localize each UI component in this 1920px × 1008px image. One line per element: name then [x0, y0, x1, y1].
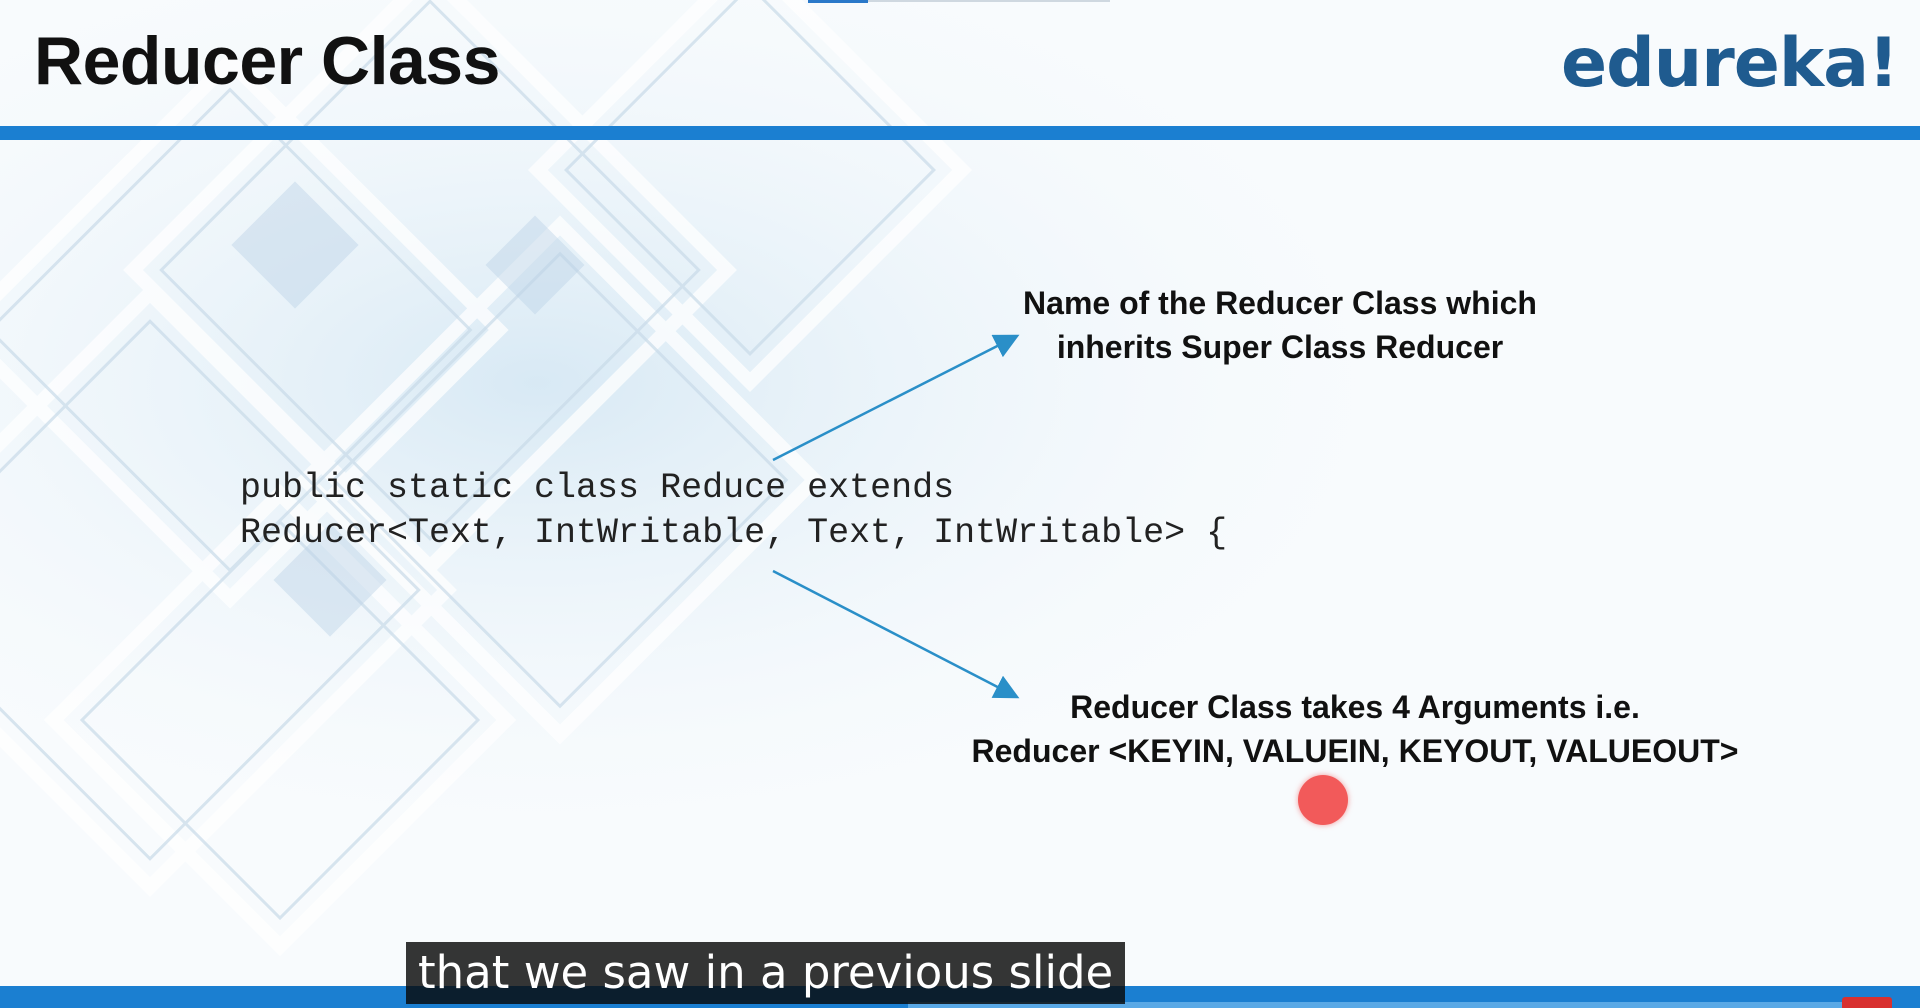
- progress-indicator: [808, 0, 868, 3]
- channel-badge: [1842, 997, 1892, 1008]
- annotation-top-line-1: Name of the Reducer Class which: [1023, 285, 1537, 321]
- arrow-down: [772, 569, 1020, 699]
- header-accent-bar: [0, 126, 1920, 140]
- annotation-class-name: Name of the Reducer Class which inherits…: [1010, 281, 1550, 369]
- laser-pointer: [1298, 775, 1348, 825]
- annotation-bottom-line-2: Reducer <KEYIN, VALUEIN, KEYOUT, VALUEOU…: [971, 733, 1739, 769]
- code-line-2: Reducer<Text, IntWritable, Text, IntWrit…: [240, 513, 1228, 553]
- annotation-top-line-2: inherits Super Class Reducer: [1056, 329, 1504, 365]
- video-caption: that we saw in a previous slide: [406, 942, 1126, 1004]
- code-snippet: public static class Reduce extends Reduc…: [240, 466, 1227, 556]
- code-line-1: public static class Reduce extends: [240, 468, 955, 508]
- progress-track: [868, 0, 1110, 2]
- annotation-bottom-line-1: Reducer Class takes 4 Arguments i.e.: [1070, 689, 1640, 725]
- footer-accent-highlight: [908, 1002, 1848, 1008]
- arrow-up: [772, 334, 1020, 462]
- edureka-logo: edureka!: [1561, 24, 1899, 103]
- slide-title: Reducer Class: [34, 23, 500, 99]
- annotation-arguments: Reducer Class takes 4 Arguments i.e. Red…: [960, 685, 1750, 773]
